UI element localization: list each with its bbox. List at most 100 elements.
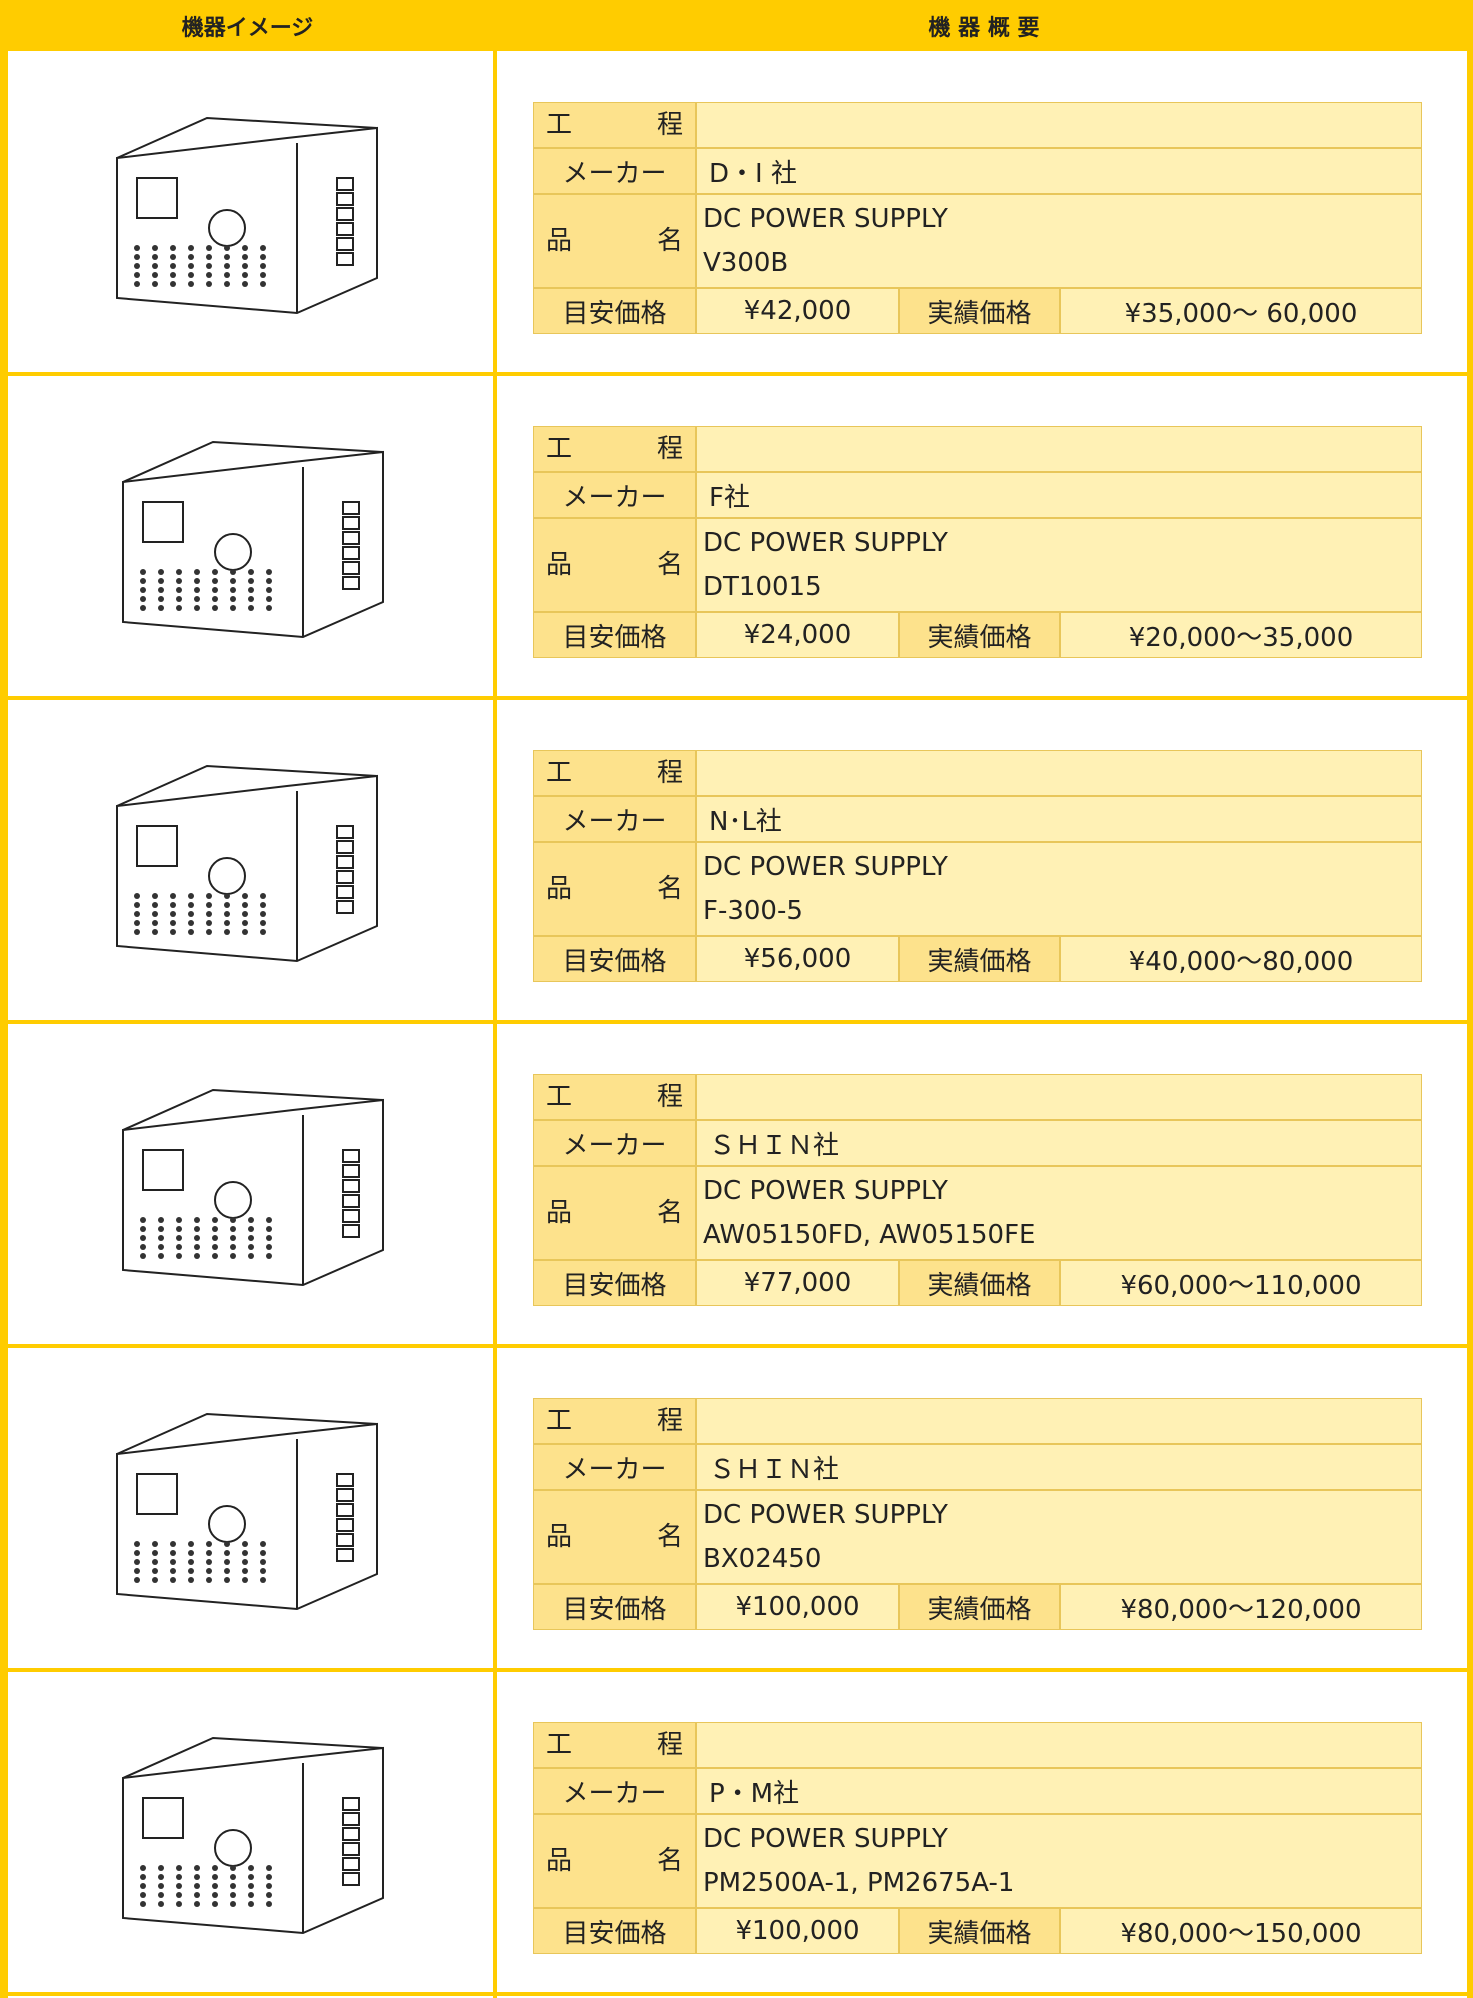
panel-part — [142, 1797, 184, 1839]
label-text: 品 名 — [546, 1198, 683, 1228]
vent-dot — [152, 911, 158, 917]
vent-dot — [230, 1253, 236, 1259]
vent-dot — [170, 254, 176, 260]
outline — [122, 450, 384, 639]
vent-dot — [248, 1892, 254, 1898]
outline — [122, 1098, 384, 1287]
terminal — [342, 1194, 360, 1208]
terminal — [336, 252, 354, 266]
name-value: DC POWER SUPPLY V300B — [696, 194, 1422, 288]
vent-dot — [248, 1865, 254, 1871]
vent-dot — [176, 1226, 182, 1232]
vent-dot — [260, 893, 266, 899]
vent-dot — [152, 281, 158, 287]
vent-dot — [230, 1874, 236, 1880]
actual-value: ¥35,000～ 60,000 — [1060, 288, 1422, 334]
terminal — [336, 207, 354, 221]
vent-dot — [152, 893, 158, 899]
terminal — [342, 1827, 360, 1841]
vent-dot — [134, 929, 140, 935]
vent-dot — [212, 1253, 218, 1259]
estimate-value: ¥100,000 — [696, 1908, 899, 1954]
vent-dot — [230, 578, 236, 584]
vent-dot — [224, 281, 230, 287]
vent-dot — [134, 281, 140, 287]
vent-dot — [170, 893, 176, 899]
vent-dot — [158, 1883, 164, 1889]
vent-dot — [152, 902, 158, 908]
vent-dot — [224, 272, 230, 278]
terminal — [336, 1518, 354, 1532]
vent-dot — [242, 281, 248, 287]
vent-dot — [194, 1892, 200, 1898]
label-text: 工 程 — [546, 110, 683, 140]
terminal — [336, 825, 354, 839]
vent-dot — [188, 263, 194, 269]
terminal — [336, 237, 354, 251]
vent-dot — [152, 1559, 158, 1565]
name-line: DC POWER SUPPLY — [703, 528, 948, 558]
vent-dot — [266, 1253, 272, 1259]
outline — [122, 1746, 384, 1935]
vent-dot — [242, 911, 248, 917]
vent-dot — [176, 1865, 182, 1871]
label-text: 工 程 — [546, 434, 683, 464]
vent-dot — [134, 920, 140, 926]
name-line: PM2500A-1, PM2675A-1 — [703, 1868, 1015, 1898]
estimate-value: ¥42,000 — [696, 288, 899, 334]
vent-dot — [134, 1568, 140, 1574]
vent-dot — [176, 1901, 182, 1907]
vent-dot — [140, 1892, 146, 1898]
vent-dot — [230, 587, 236, 593]
actual-label: 実績価格 — [899, 612, 1060, 658]
vent-dot — [206, 272, 212, 278]
maker-label: メーカー — [533, 472, 696, 518]
vent-dot — [194, 1235, 200, 1241]
name-label: 品 名 — [533, 1166, 696, 1260]
vent-dot — [140, 596, 146, 602]
vent-dot — [194, 578, 200, 584]
vent-dot — [260, 929, 266, 935]
vent-dot — [134, 893, 140, 899]
vent-dot — [212, 1226, 218, 1232]
vent-dot — [188, 1541, 194, 1547]
maker-value: F社 — [696, 472, 1422, 518]
vent-dot — [152, 929, 158, 935]
vent-dot — [212, 1235, 218, 1241]
vent-dot — [224, 902, 230, 908]
vent-dot — [170, 1550, 176, 1556]
vent-dot — [170, 911, 176, 917]
terminal — [342, 501, 360, 515]
vent-dot — [266, 596, 272, 602]
panel-part — [142, 1149, 184, 1191]
vent-dot — [176, 578, 182, 584]
vent-dot — [260, 254, 266, 260]
vent-dot — [176, 1874, 182, 1880]
vent-dot — [134, 245, 140, 251]
vent-dot — [140, 1901, 146, 1907]
name-line: F-300-5 — [703, 896, 803, 926]
vent-dot — [194, 1217, 200, 1223]
vent-dot — [242, 920, 248, 926]
vent-dot — [230, 1235, 236, 1241]
vent-dot — [194, 596, 200, 602]
vent-dot — [206, 1577, 212, 1583]
vent-dot — [170, 245, 176, 251]
vent-dot — [152, 1577, 158, 1583]
maker-value: D・I 社 — [696, 148, 1422, 194]
name-value: DC POWER SUPPLY AW05150FD, AW05150FE — [696, 1166, 1422, 1260]
vent-dot — [242, 1559, 248, 1565]
process-label: 工 程 — [533, 102, 696, 148]
vent-dot — [152, 245, 158, 251]
process-value — [696, 1074, 1422, 1120]
vent-dot — [134, 254, 140, 260]
vent-dot — [260, 245, 266, 251]
terminal — [336, 1503, 354, 1517]
estimate-value: ¥56,000 — [696, 936, 899, 982]
device-image — [122, 440, 384, 639]
terminal — [342, 1149, 360, 1163]
vent-dot — [206, 911, 212, 917]
terminal — [342, 546, 360, 560]
vent-dot — [158, 1874, 164, 1880]
vent-dot — [134, 902, 140, 908]
